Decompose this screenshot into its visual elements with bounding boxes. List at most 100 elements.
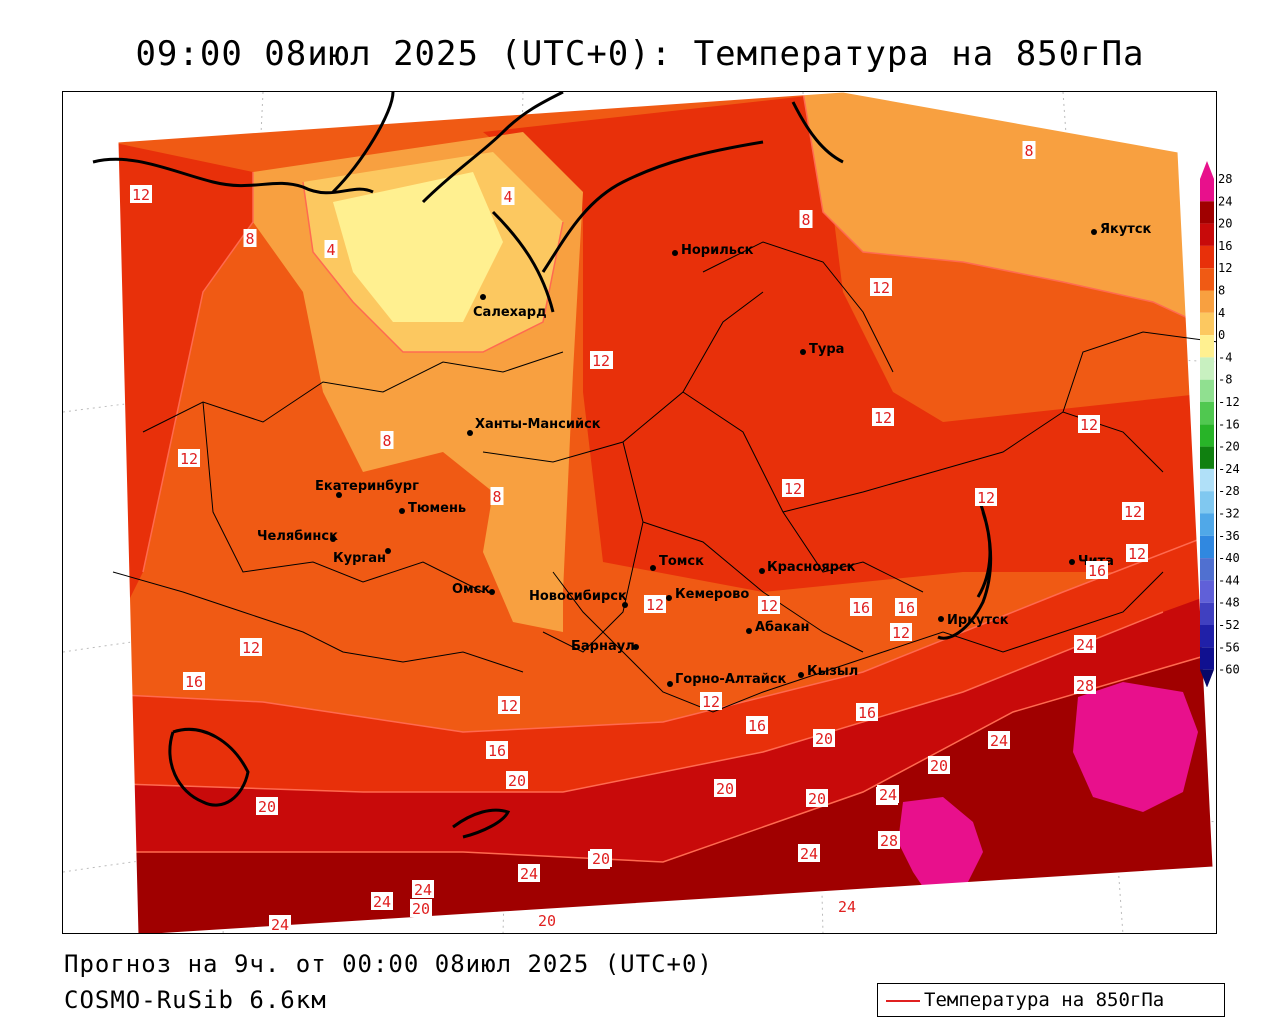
- svg-text:12: 12: [1124, 503, 1142, 521]
- colorbar-swatch: [1200, 446, 1214, 469]
- isotherm-label: 12: [975, 488, 997, 507]
- colorbar-swatch: [1200, 558, 1214, 581]
- city-tomsk: Томск: [650, 554, 704, 571]
- isotherm-label: 20: [590, 849, 612, 868]
- svg-text:20: 20: [258, 798, 276, 816]
- isotherm-label: 16: [486, 741, 508, 760]
- isotherm-label: 12: [178, 449, 200, 468]
- svg-text:16: 16: [185, 673, 203, 691]
- colorbar-swatch: [1200, 268, 1214, 291]
- model-info: COSMO-RuSib 6.6км: [64, 986, 327, 1014]
- colorbar-bottom-arrow: [1200, 669, 1214, 687]
- svg-text:20: 20: [815, 730, 833, 748]
- colorbar-swatch: [1200, 491, 1214, 514]
- isotherm-label: 24: [371, 892, 393, 911]
- svg-text:16: 16: [897, 599, 915, 617]
- svg-text:12: 12: [784, 480, 802, 498]
- isotherm-label: 28: [878, 831, 900, 850]
- svg-text:12: 12: [242, 639, 260, 657]
- city-omsk: Омск: [452, 582, 495, 597]
- city-krasnoyarsk: Красноярск: [759, 560, 856, 575]
- svg-text:12: 12: [874, 409, 892, 427]
- isotherm-label: 12: [890, 623, 912, 642]
- colorbar-tick-label: -20: [1218, 440, 1240, 454]
- city-yekaterinburg: Екатеринбург: [315, 479, 419, 498]
- svg-text:Екатеринбург: Екатеринбург: [315, 479, 419, 494]
- isotherm-label: 12: [130, 185, 152, 204]
- isotherm-label: 16: [895, 598, 917, 617]
- isotherm-label: 24: [798, 844, 820, 863]
- isotherm-label: 8: [799, 210, 813, 229]
- isotherm-label: 16: [1086, 561, 1108, 580]
- colorbar-tick-label: -16: [1218, 417, 1240, 431]
- colorbar-swatch: [1200, 580, 1214, 603]
- svg-text:16: 16: [852, 599, 870, 617]
- svg-text:20: 20: [808, 790, 826, 808]
- isotherm-labels: 12 8 4 4 8 8 12 12 12 8 12 12 12 8 12 12 12 12 12 12 16 16 16 1…: [130, 141, 1148, 933]
- svg-text:Омск: Омск: [452, 582, 490, 597]
- svg-text:Иркутск: Иркутск: [947, 613, 1009, 628]
- admin-borders: [112, 241, 1216, 713]
- svg-text:28: 28: [880, 832, 898, 850]
- svg-text:16: 16: [1088, 562, 1106, 580]
- svg-text:Горно-Алтайск: Горно-Алтайск: [675, 672, 787, 687]
- isotherm-label: 8: [243, 229, 257, 248]
- colorbar-tick-label: -36: [1218, 529, 1240, 543]
- svg-text:Курган: Курган: [333, 551, 386, 566]
- city-yakutsk: Якутск: [1091, 222, 1152, 237]
- svg-text:24: 24: [373, 893, 391, 911]
- city-salekhard: Салехард: [473, 294, 547, 320]
- colorbar-swatch: [1200, 179, 1214, 202]
- svg-text:28: 28: [1076, 677, 1094, 695]
- svg-text:8: 8: [801, 211, 810, 229]
- isotherm-label: 20: [536, 911, 558, 930]
- svg-text:16: 16: [488, 742, 506, 760]
- colorbar-tick-label: -48: [1218, 596, 1240, 610]
- isotherm-label: 12: [1078, 415, 1100, 434]
- colorbar-swatch: [1200, 312, 1214, 336]
- svg-text:4: 4: [326, 241, 335, 259]
- forecast-info: Прогноз на 9ч. от 00:00 08июл 2025 (UTC+…: [64, 950, 713, 978]
- svg-text:20: 20: [538, 912, 556, 930]
- isotherm-label: 16: [850, 598, 872, 617]
- svg-text:8: 8: [382, 432, 391, 450]
- isotherm-label: 12: [240, 638, 262, 657]
- isotherm-label: 20: [256, 797, 278, 816]
- city-chelyabinsk: Челябинск: [257, 529, 338, 544]
- svg-text:4: 4: [503, 188, 512, 206]
- colorbar-top-arrow: [1200, 161, 1214, 179]
- isotherm-label: 24: [518, 864, 540, 883]
- svg-text:12: 12: [180, 450, 198, 468]
- city-tyumen: Тюмень: [399, 501, 466, 516]
- svg-text:8: 8: [245, 230, 254, 248]
- colorbar-tick-label: -56: [1218, 640, 1240, 654]
- colorbar-tick-label: 12: [1218, 261, 1232, 275]
- colorbar-tick-label: -52: [1218, 618, 1240, 632]
- isotherm-label: 24: [988, 731, 1010, 750]
- isotherm-label: 28: [1074, 676, 1096, 695]
- svg-text:20: 20: [716, 780, 734, 798]
- colorbar-swatch: [1200, 201, 1214, 224]
- svg-text:8: 8: [492, 488, 501, 506]
- colorbar-tick-label: -32: [1218, 507, 1240, 521]
- isotherm-label: 12: [782, 479, 804, 498]
- city-kyzyl: Кызыл: [798, 664, 858, 679]
- svg-text:12: 12: [702, 693, 720, 711]
- colorbar-swatch: [1200, 357, 1214, 380]
- city-kemerovo: Кемерово: [666, 587, 749, 602]
- svg-text:Кемерово: Кемерово: [675, 587, 749, 602]
- colorbar-swatch: [1200, 424, 1214, 447]
- isotherm-label: 12: [498, 696, 520, 715]
- city-kurgan: Курган: [333, 548, 391, 566]
- svg-text:Тура: Тура: [809, 342, 844, 357]
- legend-label: Температура на 850гПа: [924, 989, 1165, 1011]
- colorbar-tick-label: 28: [1218, 172, 1232, 186]
- colorbar-swatch: [1200, 335, 1214, 358]
- city-abakan: Абакан: [746, 620, 810, 635]
- svg-text:24: 24: [800, 845, 818, 863]
- svg-text:20: 20: [930, 757, 948, 775]
- svg-text:16: 16: [748, 717, 766, 735]
- svg-text:12: 12: [892, 624, 910, 642]
- isotherm-label: 8: [1022, 141, 1036, 160]
- svg-text:Челябинск: Челябинск: [257, 529, 338, 544]
